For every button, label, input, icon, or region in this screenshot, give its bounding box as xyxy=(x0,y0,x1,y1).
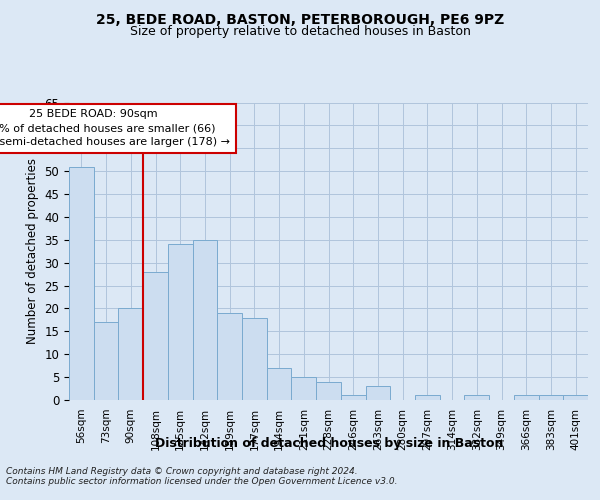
Bar xyxy=(365,386,390,400)
Bar xyxy=(69,166,94,400)
Bar xyxy=(514,396,539,400)
Bar xyxy=(539,396,563,400)
Bar xyxy=(341,396,365,400)
Bar xyxy=(292,377,316,400)
Text: Distribution of detached houses by size in Baston: Distribution of detached houses by size … xyxy=(155,438,503,450)
Text: 25 BEDE ROAD: 90sqm
← 27% of detached houses are smaller (66)
73% of semi-detach: 25 BEDE ROAD: 90sqm ← 27% of detached ho… xyxy=(0,110,230,148)
Bar xyxy=(563,396,588,400)
Bar xyxy=(94,322,118,400)
Bar xyxy=(415,396,440,400)
Text: Contains HM Land Registry data © Crown copyright and database right 2024.: Contains HM Land Registry data © Crown c… xyxy=(6,467,358,476)
Text: 25, BEDE ROAD, BASTON, PETERBOROUGH, PE6 9PZ: 25, BEDE ROAD, BASTON, PETERBOROUGH, PE6… xyxy=(96,12,504,26)
Bar xyxy=(267,368,292,400)
Y-axis label: Number of detached properties: Number of detached properties xyxy=(26,158,39,344)
Bar xyxy=(193,240,217,400)
Text: Contains public sector information licensed under the Open Government Licence v3: Contains public sector information licen… xyxy=(6,477,398,486)
Bar xyxy=(168,244,193,400)
Bar xyxy=(316,382,341,400)
Bar xyxy=(464,396,489,400)
Bar xyxy=(242,318,267,400)
Bar xyxy=(118,308,143,400)
Text: Size of property relative to detached houses in Baston: Size of property relative to detached ho… xyxy=(130,25,470,38)
Bar xyxy=(143,272,168,400)
Bar xyxy=(217,313,242,400)
